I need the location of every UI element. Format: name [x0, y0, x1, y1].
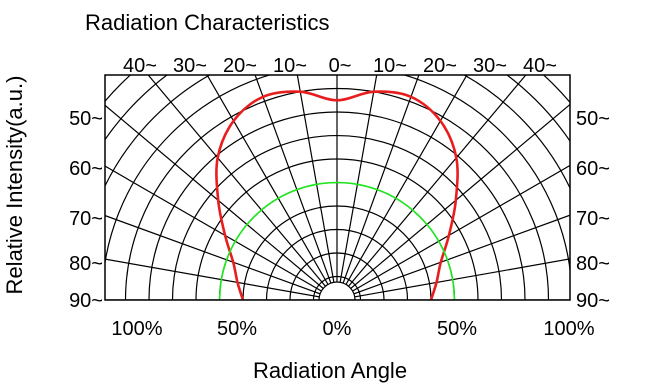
bottom-tick-label: 100%	[543, 318, 594, 340]
grid-spoke	[336, 75, 468, 300]
origin-hub	[318, 281, 356, 300]
left-tick-label: 90~	[69, 290, 103, 312]
grid-spoke	[105, 214, 338, 300]
grid-spoke	[105, 165, 338, 300]
grid-spoke	[105, 104, 338, 300]
grid-arc	[105, 75, 570, 275]
y-axis-label: Relative Intensity(a.u.)	[2, 76, 27, 295]
plot-frame	[104, 74, 571, 301]
grid-spoke	[105, 258, 338, 300]
grid-spoke	[336, 214, 570, 300]
polar-grid	[105, 75, 570, 300]
grid-spoke	[336, 258, 570, 300]
top-tick-label: 10~	[373, 55, 407, 77]
grid-spoke	[147, 75, 338, 300]
left-tick-label: 70~	[69, 208, 103, 230]
grid-arc	[105, 75, 570, 190]
series-1-line	[215, 90, 459, 300]
bottom-tick-label: 50%	[217, 318, 257, 340]
tick-labels: 40~ 30~ 20~ 10~ 0~ 10~ 20~ 30~ 40~ 50~ 60~ 70~ 80~ 90…	[69, 55, 610, 340]
grid-spoke	[336, 164, 570, 300]
right-tick-label: 70~	[576, 208, 610, 230]
top-tick-label: 0~	[329, 55, 352, 77]
grid-spoke	[336, 75, 378, 300]
series-group	[215, 90, 459, 300]
grid-spoke	[336, 75, 527, 300]
bottom-tick-label: 0%	[323, 318, 352, 340]
chart-title: Radiation Characteristics	[85, 10, 330, 35]
left-tick-label: 60~	[69, 158, 103, 180]
grid-spoke	[336, 103, 570, 300]
top-tick-label: 40~	[123, 55, 157, 77]
left-tick-label: 50~	[69, 108, 103, 130]
x-axis-label: Radiation Angle	[253, 358, 407, 383]
grid-spoke	[296, 75, 338, 300]
right-tick-label: 80~	[576, 253, 610, 275]
grid-spoke	[336, 75, 420, 300]
top-tick-label: 20~	[423, 55, 457, 77]
left-tick-label: 80~	[69, 253, 103, 275]
top-tick-label: 20~	[223, 55, 257, 77]
top-tick-label: 30~	[173, 55, 207, 77]
bottom-tick-label: 100%	[111, 318, 162, 340]
top-tick-label: 30~	[473, 55, 507, 77]
right-tick-label: 50~	[576, 108, 610, 130]
top-tick-label: 40~	[523, 55, 557, 77]
top-tick-label: 10~	[273, 55, 307, 77]
bottom-tick-label: 50%	[437, 318, 477, 340]
right-tick-label: 60~	[576, 158, 610, 180]
grid-spoke	[206, 75, 338, 300]
right-tick-label: 90~	[576, 290, 610, 312]
series-2-line	[218, 181, 456, 300]
grid-spoke	[254, 75, 338, 300]
